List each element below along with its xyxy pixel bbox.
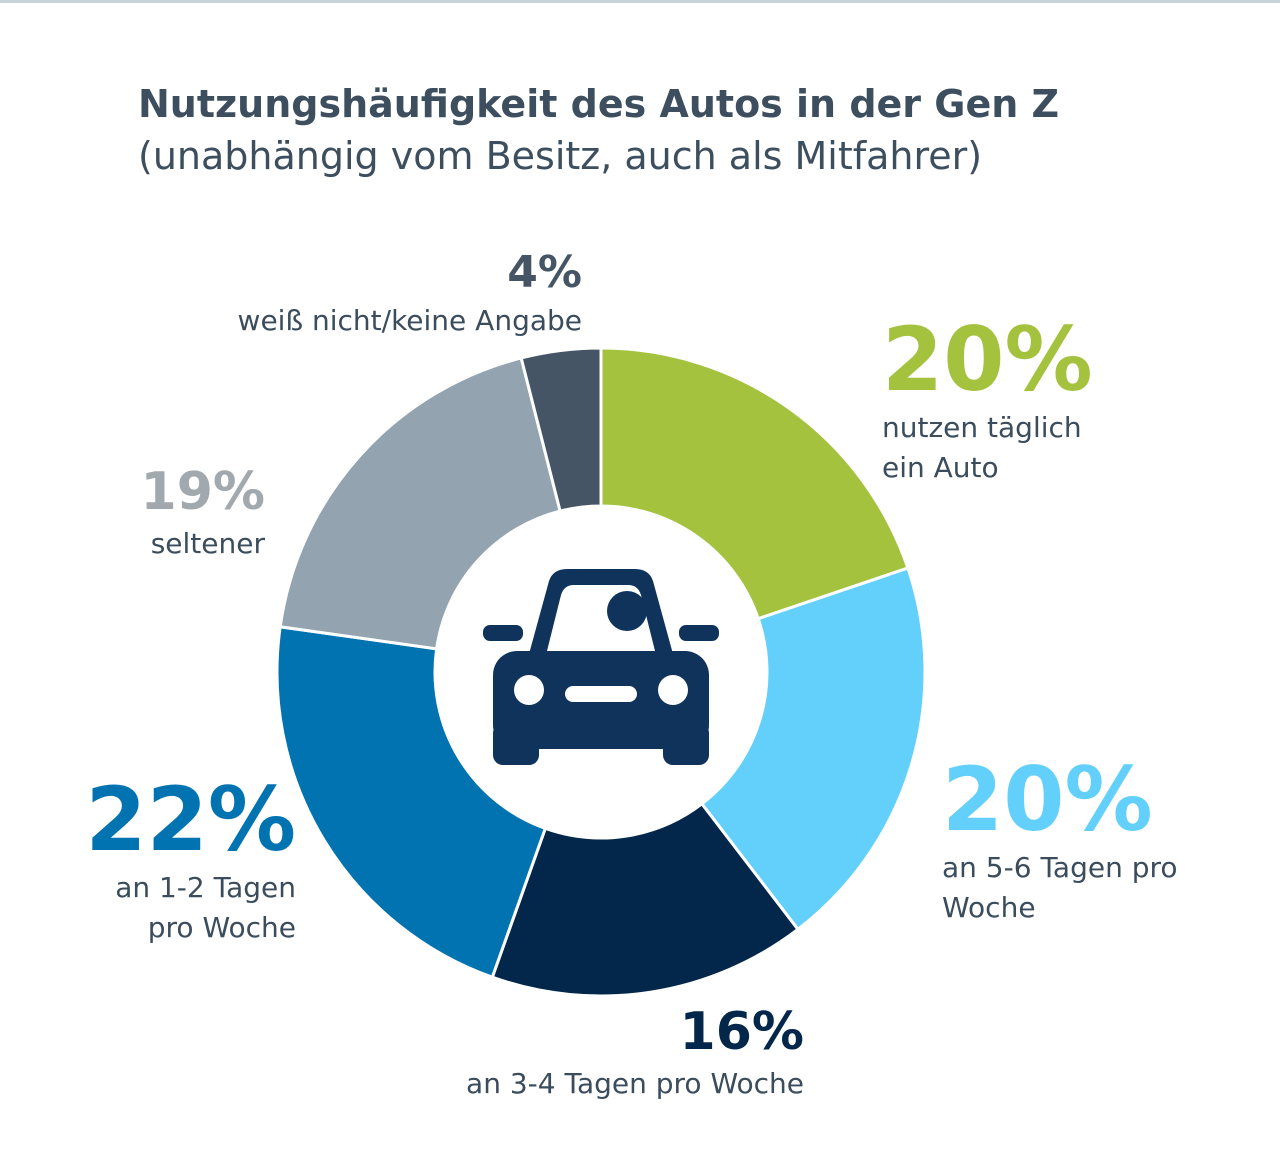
label-daily: 20% nutzen täglich ein Auto xyxy=(882,312,1093,488)
pct-no-answer: 4% xyxy=(507,247,582,298)
pct-3-4-days: 16% xyxy=(679,1002,804,1062)
top-divider xyxy=(0,0,1280,3)
label-3-4-days: 16% an 3-4 Tagen pro Woche xyxy=(400,1000,804,1104)
text-5-6-days: an 5-6 Tagen pro Woche xyxy=(942,851,1178,924)
slice-5-6-days xyxy=(699,566,927,932)
chart-title-line2: (unabhängig vom Besitz, auch als Mitfahr… xyxy=(138,134,983,178)
label-no-answer: 4% weiß nicht/keine Angabe xyxy=(150,245,582,341)
donut-slices xyxy=(275,346,927,998)
chart-title: Nutzungshäufigkeit des Autos in der Gen … xyxy=(138,78,1059,182)
label-5-6-days: 20% an 5-6 Tagen pro Woche xyxy=(942,752,1178,928)
text-1-2-days: an 1-2 Tagen pro Woche xyxy=(115,871,296,944)
label-1-2-days: 22% an 1-2 Tagen pro Woche xyxy=(50,772,296,948)
car-with-driver-icon xyxy=(483,569,719,765)
text-3-4-days: an 3-4 Tagen pro Woche xyxy=(466,1067,804,1100)
slice-1-2-days xyxy=(275,625,548,980)
slice-less-often xyxy=(278,356,562,651)
pct-5-6-days: 20% xyxy=(942,748,1153,851)
pct-less-often: 19% xyxy=(140,462,265,522)
label-less-often: 19% seltener xyxy=(100,460,265,564)
slice-3-4-days xyxy=(490,801,801,998)
slice-no-answer xyxy=(519,346,603,513)
pct-daily: 20% xyxy=(882,308,1093,411)
pct-1-2-days: 22% xyxy=(85,768,296,871)
text-daily: nutzen täglich ein Auto xyxy=(882,411,1082,484)
slice-daily xyxy=(599,346,910,621)
text-less-often: seltener xyxy=(150,527,265,560)
text-no-answer: weiß nicht/keine Angabe xyxy=(237,304,582,337)
chart-title-line1: Nutzungshäufigkeit des Autos in der Gen … xyxy=(138,82,1060,126)
